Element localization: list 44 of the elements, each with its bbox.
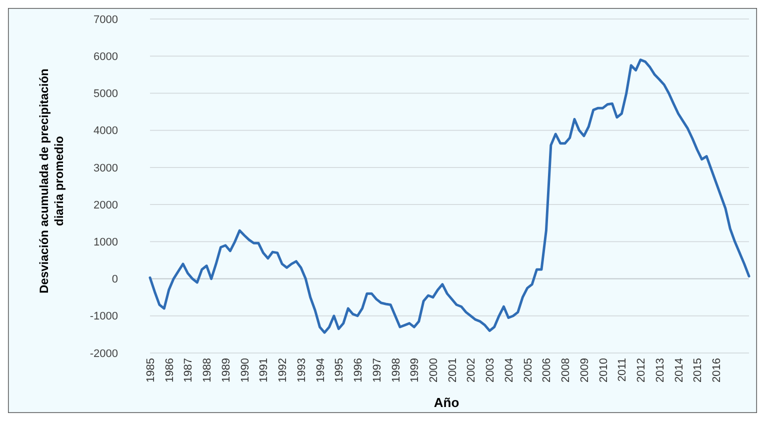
x-tick-label: 2000 [428, 358, 440, 382]
x-tick-label: 2012 [636, 358, 648, 382]
y-tick-label: 5000 [94, 88, 118, 100]
x-tick-label: 1998 [390, 358, 402, 382]
x-tick-label: 2015 [692, 358, 704, 382]
x-tick-label: 2008 [560, 358, 572, 382]
x-tick-label: 2014 [673, 358, 686, 382]
x-tick-label: 2005 [522, 358, 534, 382]
x-tick-label: 2003 [484, 358, 497, 382]
y-tick-label: 3000 [94, 162, 118, 174]
x-tick-label: 1993 [296, 358, 308, 382]
x-tick-label: 1989 [220, 358, 232, 382]
y-tick-label: 0 [112, 274, 118, 286]
line-series [148, 58, 750, 334]
y-tick-label: 7000 [94, 14, 118, 26]
y-axis-title: Desviación acumulada de precipitación diaria promedio [37, 68, 66, 294]
x-tick-label: 1996 [352, 358, 365, 382]
x-tick-label: 1997 [371, 358, 384, 382]
x-tick-label: 2010 [598, 358, 610, 382]
x-tick-label: 2004 [503, 358, 516, 382]
x-tick-label: 2013 [654, 358, 666, 382]
x-tick-label: 2016 [710, 358, 723, 382]
x-tick-label: 1990 [239, 358, 252, 382]
y-tick-label: -2000 [90, 348, 118, 360]
x-tick-label: 1986 [164, 358, 176, 382]
x-tick-label: 1987 [182, 358, 195, 382]
x-tick-label: 2002 [466, 358, 478, 382]
x-tick-label: 1994 [314, 358, 327, 382]
x-tick-label: 2011 [616, 358, 629, 382]
y-tick-label: 6000 [94, 50, 118, 63]
x-tick-label: 1988 [202, 358, 214, 382]
x-tick-label: 1991 [258, 358, 270, 382]
x-tick-label: 2001 [446, 358, 459, 382]
y-tick-label: 4000 [94, 125, 118, 138]
y-tick-label: -1000 [90, 310, 118, 323]
y-tick-label: 2000 [94, 199, 118, 212]
x-tick-label: 1985 [145, 358, 157, 382]
x-tick-label: 1995 [334, 358, 346, 382]
x-tick-label: 2009 [578, 358, 591, 382]
x-tick-label: 1992 [277, 358, 290, 382]
x-tick-label: 2006 [541, 358, 554, 382]
x-tick-label: 1999 [409, 358, 422, 382]
x-axis-title: Año [434, 395, 460, 410]
y-tick-label: 1000 [94, 236, 118, 249]
